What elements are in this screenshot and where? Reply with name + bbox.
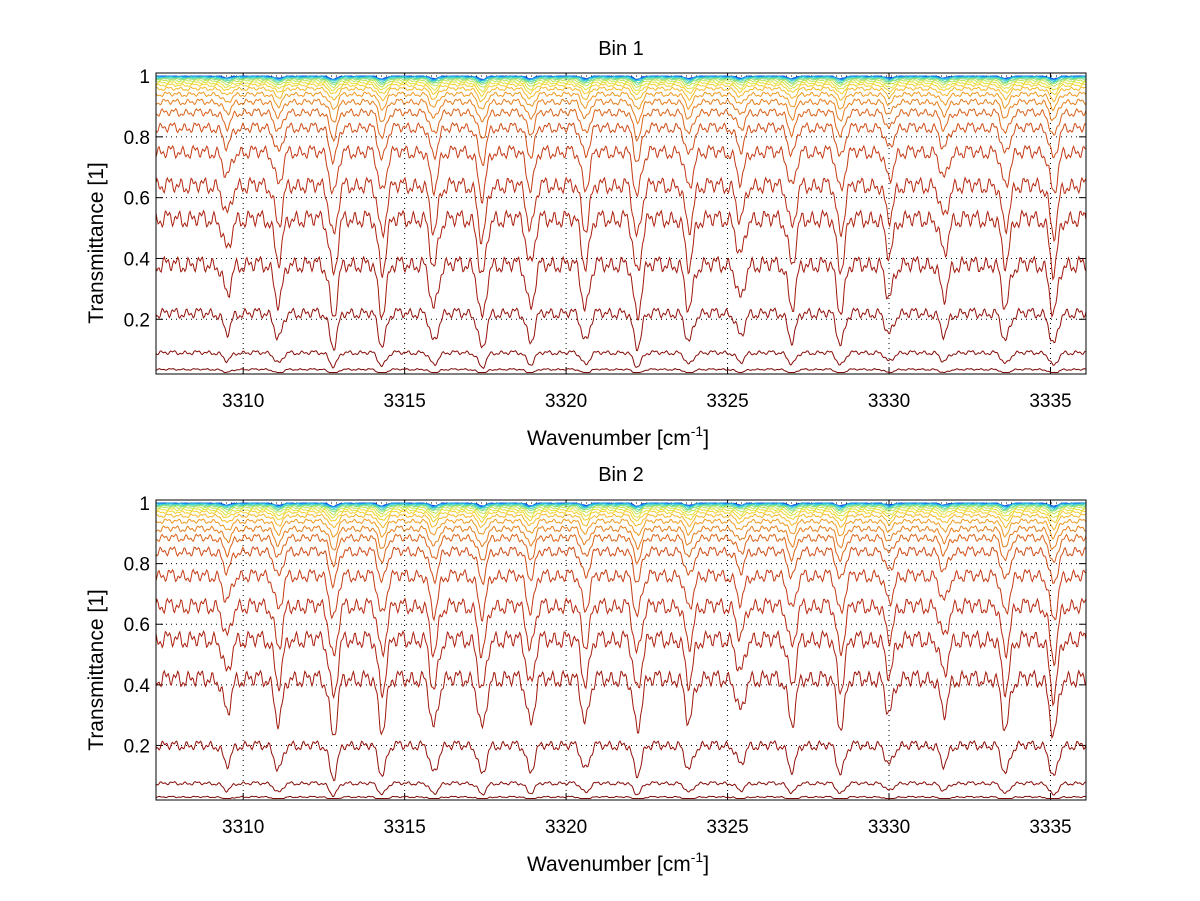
transmittance-series [155,568,1087,622]
grid-lines [156,500,1086,800]
y-tick-label: 0.6 [124,189,150,210]
x-axis-label: Wavenumber [cm-1] [527,423,709,450]
transmittance-series [155,144,1087,204]
transmittance-series [155,513,1086,531]
x-tick-label: 3335 [1029,391,1071,412]
y-tick-label: 1 [139,67,150,88]
transmittance-curves [155,502,1087,800]
transmittance-series [155,350,1087,369]
y-axis-label: Transmittance [1] [85,162,108,323]
transmittance-series [155,597,1087,667]
y-tick-label: 0.4 [124,249,151,270]
y-tick-label: 0.8 [124,555,150,576]
subplot-bin-1: Bin 1 3310 3315 3320 3325 3330 3335 0.2 0.4 0.6… [85,38,1087,450]
x-tick-label: 3330 [868,391,910,412]
transmittance-series [155,533,1087,568]
chart-title: Bin 1 [598,38,644,60]
transmittance-series [155,76,1087,84]
x-tick-label: 3325 [706,391,748,412]
x-tick-labels: 3310 3315 3320 3325 3330 3335 [222,817,1072,838]
transmittance-series [155,504,1087,513]
y-axis-label: Transmittance [1] [85,589,108,750]
x-tick-label: 3330 [868,817,910,838]
x-tick-labels: 3310 3315 3320 3325 3330 3335 [222,391,1072,412]
transmittance-curves [155,75,1087,374]
plot-area-frame [155,72,1087,375]
transmittance-series [155,77,1087,86]
y-tick-label: 0.2 [124,310,150,331]
x-tick-label: 3335 [1029,817,1071,838]
y-tick-labels: 0.2 0.4 0.6 0.8 1 [124,494,151,757]
transmittance-series [155,121,1087,167]
transmittance-series [155,107,1087,143]
transmittance-series [155,525,1087,551]
transmittance-series [155,669,1087,740]
transmittance-series [155,176,1087,245]
y-tick-label: 0.6 [124,615,150,636]
transmittance-series [155,98,1087,125]
transmittance-series [155,510,1087,523]
y-tick-labels: 0.2 0.4 0.6 0.8 1 [124,67,151,331]
transmittance-series [155,518,1087,540]
y-tick-label: 0.8 [124,128,150,149]
transmittance-series [155,545,1087,590]
x-tick-label: 3325 [706,817,748,838]
transmittance-series [155,209,1087,282]
subplot-bin-2: Bin 2 3310 3315 3320 3325 3330 3335 0.2 0.4 0.6… [85,464,1087,876]
transmittance-series [155,368,1087,374]
transmittance-series [155,781,1087,798]
x-tick-label: 3310 [222,817,264,838]
y-tick-label: 1 [139,494,150,515]
y-tick-label: 0.4 [124,676,151,697]
plot-area-frame [155,499,1087,801]
transmittance-series [155,255,1087,321]
x-tick-label: 3320 [545,817,587,838]
transmittance-series [155,91,1087,112]
transmittance-series [155,503,1087,511]
x-tick-label: 3310 [222,391,264,412]
chart-title: Bin 2 [598,464,644,486]
transmittance-series [155,629,1087,707]
transmittance-series [155,86,1087,103]
transmittance-series [155,795,1087,800]
transmittance-series [155,307,1087,352]
x-tick-label: 3315 [384,391,426,412]
transmittance-series [155,506,1087,516]
transmittance-series [155,83,1087,97]
x-tick-label: 3315 [384,817,426,838]
x-tick-label: 3320 [545,391,587,412]
x-axis-label: Wavenumber [cm-1] [527,849,709,876]
y-tick-label: 0.2 [124,736,150,757]
transmittance-series [155,739,1087,782]
transmittance-series [155,81,1087,93]
transmittance-series [155,508,1087,519]
transmittance-series [156,79,1087,89]
